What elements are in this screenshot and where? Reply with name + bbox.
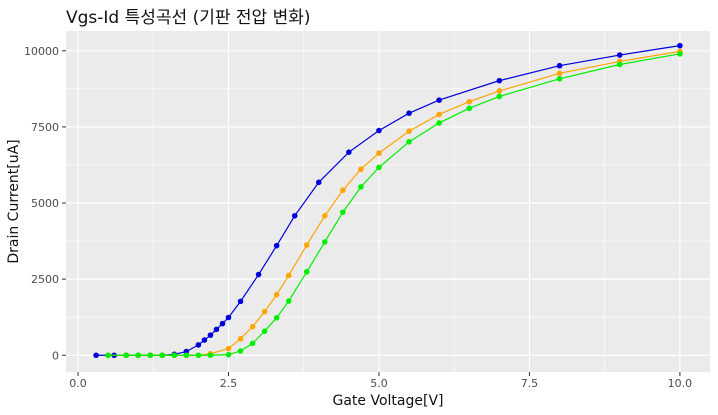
x-tick-label: 0.0 <box>69 377 87 390</box>
x-tick-label: 7.5 <box>521 377 539 390</box>
series-1-point <box>225 314 232 321</box>
series-1-point <box>315 179 322 186</box>
series-1-point <box>207 332 214 338</box>
series-2-point <box>322 213 328 219</box>
series-2-point <box>466 98 473 105</box>
series-1-point <box>201 337 208 343</box>
series-2-point <box>237 336 244 342</box>
y-tick-label: 7500 <box>31 121 59 134</box>
series-1-point <box>406 110 412 117</box>
series-2-point <box>376 150 382 156</box>
series-3-point <box>195 352 202 359</box>
series-1-point <box>219 320 226 327</box>
series-3-point <box>376 164 382 171</box>
series-3-point <box>496 93 503 100</box>
series-3-point <box>249 340 256 347</box>
series-3-point <box>406 139 412 145</box>
series-3-point <box>556 76 563 82</box>
series-3-point <box>159 352 166 359</box>
series-3-point <box>273 315 280 321</box>
series-3-point <box>285 298 292 304</box>
series-3-point <box>616 61 623 68</box>
series-3-point <box>322 239 328 245</box>
plot-panel <box>66 31 710 372</box>
series-2-point <box>436 111 442 118</box>
x-tick-label: 2.5 <box>220 377 238 390</box>
series-3-point <box>225 351 232 358</box>
series-3-point <box>135 352 142 359</box>
x-axis-title: Gate Voltage[V] <box>333 393 444 409</box>
series-2-point <box>225 345 232 352</box>
series-3-point <box>105 352 111 359</box>
series-1-point <box>346 149 352 155</box>
series-1-point <box>237 298 244 305</box>
y-tick-label: 2500 <box>31 273 59 286</box>
series-2-point <box>496 88 503 94</box>
series-1-point <box>436 97 442 103</box>
series-1-point <box>93 352 99 359</box>
series-3-point <box>261 328 268 335</box>
y-tick-label: 10000 <box>24 45 59 58</box>
series-1-point <box>616 52 623 58</box>
series-3-point <box>303 269 310 275</box>
series-1-point <box>213 326 220 333</box>
series-1-point <box>496 77 503 84</box>
series-2-point <box>340 187 346 194</box>
series-2-point <box>303 242 310 248</box>
series-1-point <box>195 342 202 348</box>
x-tick-label: 10.0 <box>668 377 693 390</box>
series-2-point <box>358 166 364 173</box>
series-1-point <box>677 42 683 49</box>
series-1-point <box>376 127 382 134</box>
series-2-point <box>261 308 268 315</box>
series-3-point <box>466 105 473 112</box>
x-tick-label: 5.0 <box>370 377 388 390</box>
series-3-point <box>677 51 683 57</box>
series-3-point <box>207 352 214 359</box>
series-2-point <box>406 128 412 134</box>
series-1-point <box>291 213 298 219</box>
series-2-point <box>556 70 563 77</box>
y-tick-label: 0 <box>52 349 59 362</box>
series-2-point <box>285 272 292 279</box>
series-3-point <box>147 352 154 359</box>
series-3-point <box>358 184 364 190</box>
series-3-point <box>183 352 190 359</box>
series-1-point <box>255 271 262 278</box>
chart-title: Vgs-Id 특성곡선 (기판 전압 변화) <box>66 8 311 28</box>
series-2-point <box>249 323 256 330</box>
y-axis-title: Drain Current[uA] <box>6 139 22 263</box>
series-3-point <box>171 352 178 359</box>
series-3-point <box>340 209 346 215</box>
series-1-point <box>556 62 563 69</box>
y-tick-label: 5000 <box>31 197 59 210</box>
series-3-point <box>436 120 442 126</box>
series-1-point <box>273 242 280 249</box>
series-3-point <box>237 348 244 354</box>
series-2-point <box>273 291 280 298</box>
series-3-point <box>123 352 129 359</box>
